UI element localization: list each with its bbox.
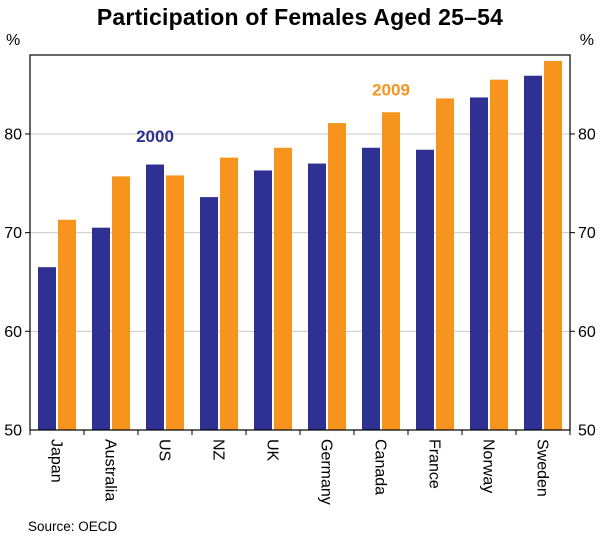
svg-text:80: 80 bbox=[4, 126, 22, 143]
chart-title: Participation of Females Aged 25–54 bbox=[96, 4, 504, 30]
svg-text:Australia: Australia bbox=[102, 439, 119, 501]
svg-text:60: 60 bbox=[4, 324, 22, 341]
svg-text:2009: 2009 bbox=[372, 80, 410, 99]
svg-text:2000: 2000 bbox=[136, 127, 174, 146]
svg-text:Norway: Norway bbox=[480, 439, 497, 493]
svg-text:60: 60 bbox=[578, 324, 596, 341]
svg-text:Sweden: Sweden bbox=[534, 439, 551, 497]
svg-text:Germany: Germany bbox=[318, 439, 335, 505]
svg-text:UK: UK bbox=[264, 439, 281, 462]
svg-text:70: 70 bbox=[4, 225, 22, 242]
svg-text:70: 70 bbox=[578, 225, 596, 242]
svg-text:50: 50 bbox=[578, 423, 596, 440]
source-note: Source: OECD bbox=[28, 519, 118, 534]
svg-text:Canada: Canada bbox=[372, 439, 389, 495]
svg-text:France: France bbox=[426, 439, 443, 489]
svg-text:80: 80 bbox=[578, 126, 596, 143]
svg-text:US: US bbox=[156, 439, 173, 461]
svg-text:NZ: NZ bbox=[210, 439, 227, 461]
y-axis-unit-left: % bbox=[6, 32, 21, 49]
y-axis-unit-right: % bbox=[579, 32, 594, 49]
svg-text:Japan: Japan bbox=[48, 439, 65, 483]
svg-text:50: 50 bbox=[4, 423, 22, 440]
